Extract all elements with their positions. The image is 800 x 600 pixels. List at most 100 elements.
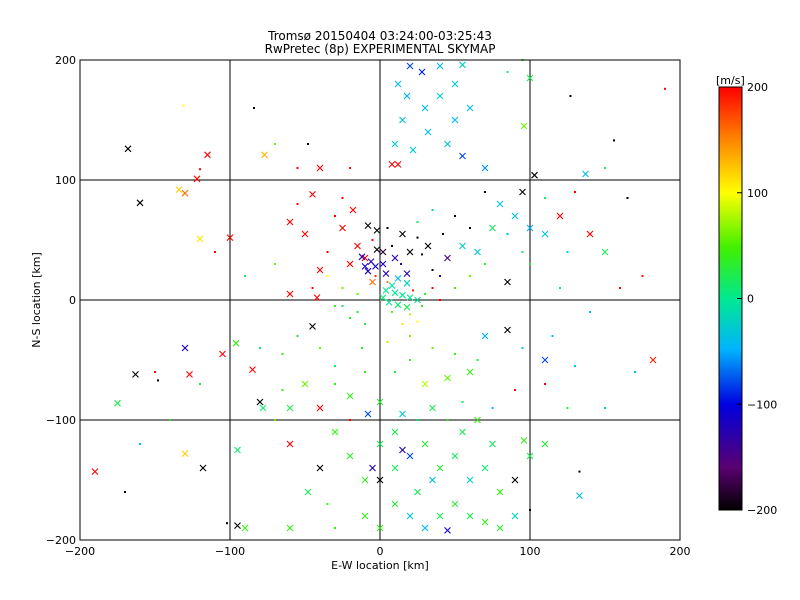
data-point-x <box>436 464 444 472</box>
data-point-dot <box>469 275 471 277</box>
data-point-dot <box>154 371 156 373</box>
data-point-dot <box>589 311 591 313</box>
data-point-dot <box>341 197 344 199</box>
data-point-dot <box>226 522 228 525</box>
data-point-x <box>339 224 346 232</box>
data-point-dot <box>349 317 351 319</box>
data-point-dot <box>664 87 666 90</box>
data-point-dot <box>349 167 351 169</box>
data-point-dot <box>619 287 621 289</box>
x-tick-label: 100 <box>520 545 541 558</box>
colorbar-tick-label: 200 <box>747 81 768 94</box>
data-point-x <box>364 410 372 418</box>
data-point-dot <box>139 443 141 445</box>
data-point-dot <box>296 203 299 205</box>
data-point-dot <box>394 371 396 373</box>
data-point-dot <box>349 419 351 421</box>
x-axis-label: E-W location [km] <box>331 559 429 572</box>
colorbar-ticks: 200 100 0 −100 −200 <box>737 81 777 517</box>
data-point-dot <box>386 227 389 229</box>
data-point-x <box>421 524 429 532</box>
data-point-dot <box>334 215 336 217</box>
data-point-x <box>394 161 402 168</box>
data-point-dot <box>326 275 329 277</box>
data-point-dot <box>259 347 261 349</box>
data-point-x <box>421 104 429 112</box>
data-point-x <box>649 356 657 364</box>
data-point-x <box>313 294 321 301</box>
data-point-x <box>403 92 411 100</box>
data-point-x <box>466 476 474 484</box>
data-point-x <box>582 170 589 178</box>
data-point-x <box>466 368 474 376</box>
data-point-x <box>346 392 354 400</box>
data-point-x <box>132 371 139 378</box>
data-point-x <box>199 464 207 472</box>
data-point-dot <box>182 104 185 107</box>
data-point-x <box>531 171 538 179</box>
data-point-dot <box>124 491 126 493</box>
data-point-x <box>556 212 564 220</box>
data-point-dot <box>521 251 524 253</box>
data-point-dot <box>281 389 284 391</box>
data-point-dot <box>409 335 411 337</box>
data-point-x <box>391 464 399 472</box>
data-point-x <box>436 92 444 100</box>
chart-title: Tromsø 20150404 03:24:00-03:25:43 <box>267 29 492 43</box>
data-point-x <box>256 398 264 406</box>
y-axis-ticks: −200 −100 0 100 200 <box>46 54 86 547</box>
data-point-x <box>511 212 519 220</box>
data-point-x <box>358 253 366 261</box>
data-point-x <box>373 246 381 253</box>
data-point-dot <box>412 289 414 292</box>
data-point-dot <box>199 383 201 385</box>
data-point-x <box>496 524 504 532</box>
data-point-dot <box>371 239 374 241</box>
data-point-dot <box>334 383 336 385</box>
data-point-dot <box>253 107 255 109</box>
data-point-x <box>219 350 226 358</box>
data-point-x <box>601 248 609 256</box>
data-point-x <box>316 266 324 274</box>
data-point-x <box>474 416 481 424</box>
data-point-dot <box>274 143 276 145</box>
data-point-x <box>361 263 369 270</box>
data-point-dot <box>391 245 393 247</box>
data-point-x <box>186 371 193 378</box>
data-point-x <box>376 440 384 448</box>
data-point-x <box>361 512 369 520</box>
data-point-x <box>181 344 189 352</box>
data-point-dot <box>604 167 606 169</box>
data-point-x <box>399 410 406 418</box>
data-point-x <box>576 492 583 499</box>
data-point-x <box>421 380 429 388</box>
data-point-x <box>379 248 387 256</box>
data-point-x <box>354 242 361 250</box>
data-point-dot <box>634 371 636 373</box>
data-point-x <box>406 248 414 256</box>
data-point-x <box>451 80 459 88</box>
data-point-x <box>406 62 414 70</box>
data-point-x <box>372 263 379 270</box>
data-point-dot <box>544 383 546 385</box>
data-point-x <box>286 524 294 532</box>
colorbar-tick-label: −100 <box>747 398 777 411</box>
data-point-x <box>519 188 526 196</box>
data-point-dot <box>416 236 419 239</box>
data-point-x <box>526 74 534 82</box>
data-point-x <box>379 294 387 301</box>
data-point-x <box>481 464 489 472</box>
data-point-x <box>444 140 451 148</box>
data-point-x <box>376 476 384 484</box>
data-point-x <box>406 452 414 460</box>
data-point-x <box>369 464 376 472</box>
data-point-x <box>114 399 121 407</box>
x-tick-label: 200 <box>670 545 691 558</box>
data-point-dot <box>416 320 419 323</box>
data-point-dot <box>386 281 389 283</box>
data-point-x <box>349 206 357 214</box>
data-point-x <box>399 116 406 124</box>
data-point-x <box>451 452 459 460</box>
data-point-x <box>444 527 451 534</box>
data-point-dot <box>529 263 531 265</box>
